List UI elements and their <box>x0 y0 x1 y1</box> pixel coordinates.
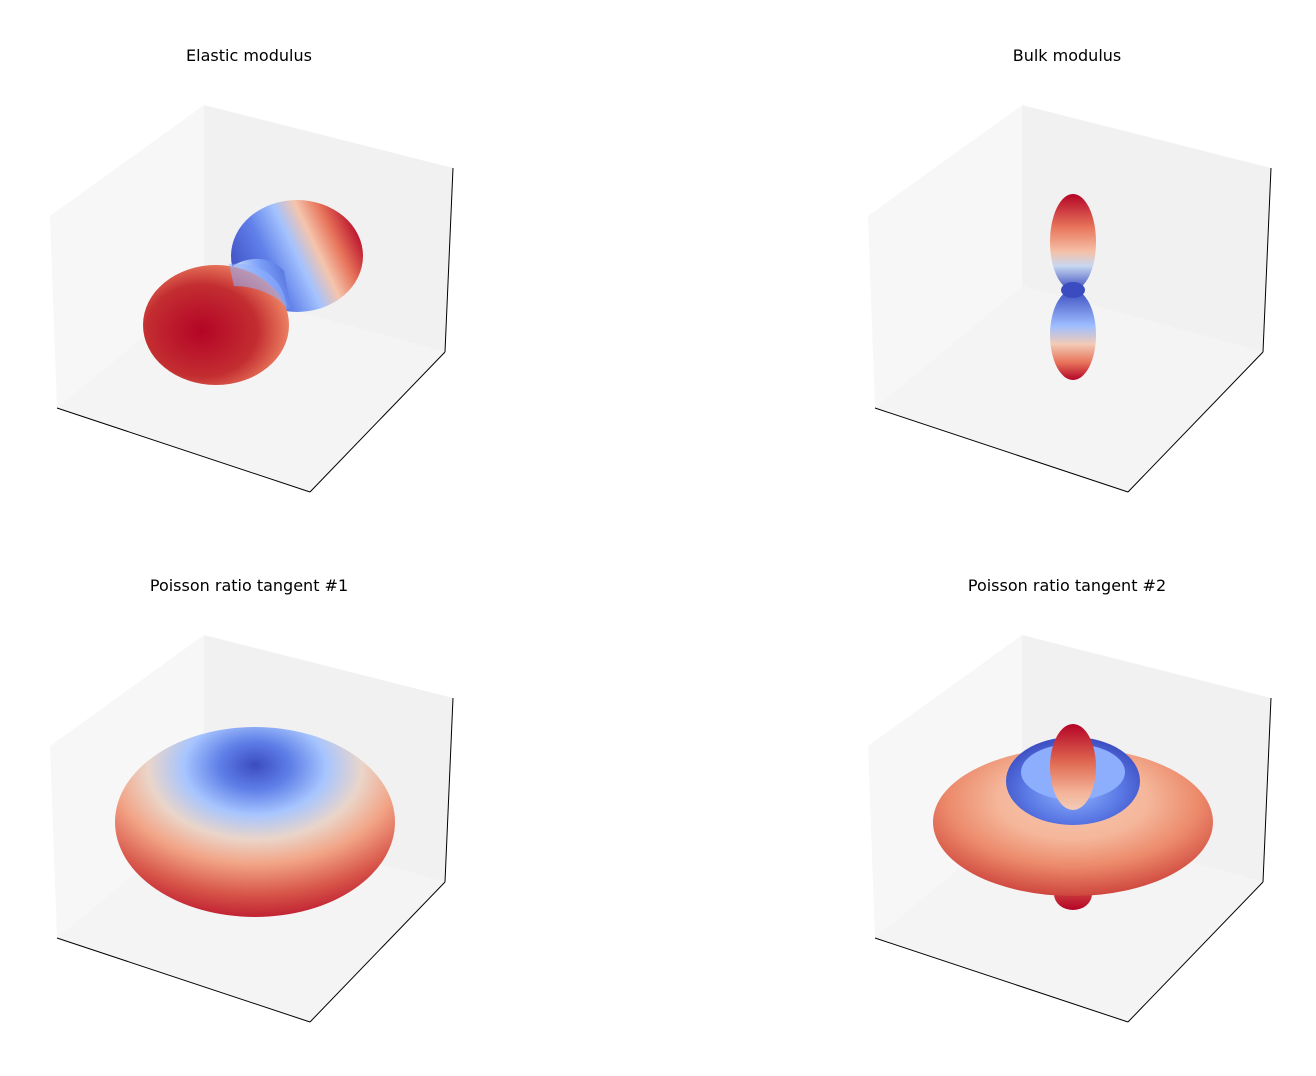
pane-floor <box>875 286 1263 492</box>
z-axis-line <box>1262 697 1272 883</box>
poisson-tangent-1-plot <box>50 635 454 1023</box>
pane-left <box>868 105 1022 408</box>
poisson-tangent-2-panel: Poisson ratio tangent #2 <box>847 576 1287 1076</box>
elastic-modulus-plot <box>50 105 454 493</box>
upper-lobe <box>1050 724 1096 810</box>
neck-band <box>229 263 287 308</box>
bulk-modulus-plot <box>868 105 1272 493</box>
y-axis-line <box>1127 351 1264 493</box>
poisson-tangent-2-plot <box>868 635 1272 1023</box>
upper-lobe <box>1050 194 1096 290</box>
x-axis-line <box>874 407 1129 493</box>
front-lobe <box>143 265 289 385</box>
elastic-modulus-title: Elastic modulus <box>186 46 312 65</box>
spheroid <box>115 727 395 917</box>
waist <box>1061 282 1085 298</box>
x-axis-line <box>56 937 311 1023</box>
z-axis-line <box>1262 167 1272 353</box>
bulk-modulus-title: Bulk modulus <box>1012 46 1122 65</box>
pane-left <box>50 105 204 408</box>
poisson-tangent-2-title: Poisson ratio tangent #2 <box>967 576 1167 595</box>
z-axis-line <box>444 167 454 353</box>
z-axis-line <box>444 697 454 883</box>
bulk-modulus-panel: Bulk modulus <box>847 46 1287 546</box>
pane-left <box>868 635 1022 938</box>
poisson-tangent-1-panel: Poisson ratio tangent #1 <box>29 576 469 1076</box>
x-axis-line <box>874 937 1129 1023</box>
y-axis-line <box>309 351 446 493</box>
elastic-modulus-panel: Elastic modulus <box>29 46 469 546</box>
lower-lobe <box>1050 290 1096 380</box>
y-axis-line <box>1127 881 1264 1023</box>
poisson-tangent-1-title: Poisson ratio tangent #1 <box>149 576 349 595</box>
y-axis-line <box>309 881 446 1023</box>
x-axis-line <box>56 407 311 493</box>
